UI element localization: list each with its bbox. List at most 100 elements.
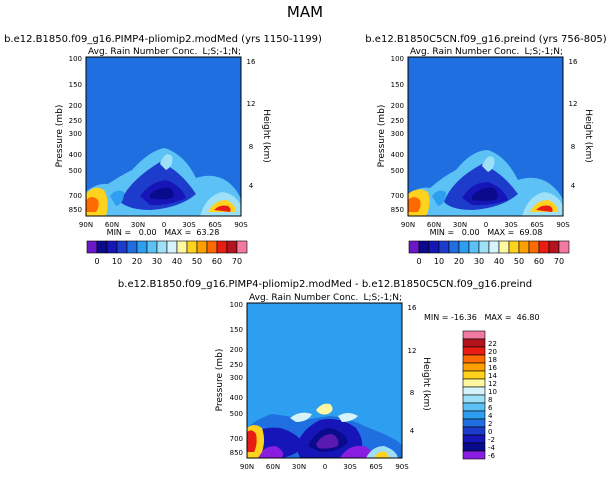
colorbar-swatch (508, 240, 520, 254)
colorbar-swatch (428, 240, 440, 254)
colorbar-swatch (462, 418, 486, 428)
colorbar-swatch (528, 240, 540, 254)
colorbar-swatch (196, 240, 208, 254)
colorbar-swatch (518, 240, 530, 254)
x-tick-label: 0 (162, 221, 166, 229)
y-tick-label: 500 (69, 167, 82, 175)
colorbar-swatch (462, 426, 486, 436)
height-axis-label: Height (km) (261, 109, 271, 163)
colorbar-swatch (468, 240, 480, 254)
x-tick-label: 30N (453, 221, 467, 229)
x-tick-label: 60N (266, 463, 280, 471)
colorbar-swatch (478, 240, 490, 254)
colorbar-label: 50 (514, 257, 524, 266)
x-tick-label: 30S (343, 463, 357, 471)
y-tick-label: 250 (391, 117, 404, 125)
colorbar-swatch (96, 240, 108, 254)
height-axis-label: Height (km) (421, 357, 431, 411)
y-tick-label: 400 (69, 151, 82, 159)
panel-subtitle-right: L;S;-1;N; (202, 47, 241, 57)
colorbar-swatch (462, 450, 486, 460)
panel-subtitle-left: Avg. Rain Number Conc. (410, 47, 519, 57)
y-tick-label: 700 (69, 192, 82, 200)
y-tick-label: 400 (230, 394, 243, 402)
colorbar-label: 0 (488, 428, 492, 436)
y-tick-label: 150 (230, 326, 243, 334)
colorbar-swatch (462, 394, 486, 404)
colorbar-swatch (136, 240, 148, 254)
height-tick-label: 12 (569, 100, 578, 108)
panel-pliomip: b.e12.B1850.f09_g16.PIMP4-pliomip2.modMe… (4, 34, 322, 266)
x-tick-label: 60N (105, 221, 119, 229)
y-tick-label: 100 (69, 55, 82, 63)
colorbar-swatch (462, 338, 486, 348)
panel-difference: b.e12.B1850.f09_g16.PIMP4-pliomip2.modMe… (118, 279, 540, 471)
colorbar-label: 10 (488, 388, 497, 396)
x-tick-label: 90N (401, 221, 415, 229)
colorbar-label: 60 (212, 257, 222, 266)
panel-preind: b.e12.B1850C5CN.f09_g16.preind (yrs 756-… (365, 34, 607, 266)
colorbar-swatch (156, 240, 168, 254)
y-tick-label: 300 (230, 374, 243, 382)
x-tick-label: 60N (427, 221, 441, 229)
colorbar-label: 60 (534, 257, 544, 266)
colorbar-swatch (166, 240, 178, 254)
y-tick-label: 400 (391, 151, 404, 159)
colorbar-label: 16 (488, 364, 497, 372)
colorbar-swatch (488, 240, 500, 254)
x-tick-label: 0 (484, 221, 488, 229)
height-axis-label: Height (km) (583, 109, 593, 163)
x-tick-label: 90N (79, 221, 93, 229)
colorbar-swatch (106, 240, 118, 254)
height-tick-label: 12 (247, 100, 256, 108)
height-tick-label: 8 (571, 143, 575, 151)
contour-field (408, 57, 563, 216)
y-tick-label: 500 (230, 410, 243, 418)
colorbar-swatch (236, 240, 248, 254)
y-tick-label: 850 (69, 206, 82, 214)
colorbar-label: 40 (494, 257, 504, 266)
colorbar-swatch (462, 370, 486, 380)
y-tick-label: 700 (391, 192, 404, 200)
colorbar-swatch (548, 240, 560, 254)
colorbar-label: 14 (488, 372, 497, 380)
colorbar-label: -4 (488, 444, 496, 452)
height-tick-label: 12 (408, 347, 417, 355)
colorbar-swatch (418, 240, 430, 254)
y-tick-label: 300 (391, 130, 404, 138)
colorbar-swatch (438, 240, 450, 254)
contour-field (86, 57, 241, 216)
colorbar-label: 2 (488, 420, 492, 428)
y-tick-label: 100 (230, 301, 243, 309)
colorbar-swatch (86, 240, 98, 254)
colorbar (462, 330, 486, 460)
y-tick-label: 700 (230, 435, 243, 443)
min-max-readout: MIN = 0.00 MAX = 63.28 (107, 228, 220, 237)
colorbar-swatch (462, 378, 486, 388)
colorbar-swatch (462, 442, 486, 452)
colorbar-swatch (462, 434, 486, 444)
colorbar-swatch (186, 240, 198, 254)
y-tick-label: 200 (230, 346, 243, 354)
x-tick-label: 0 (323, 463, 327, 471)
colorbar-swatch (116, 240, 128, 254)
colorbar-label: 0 (416, 257, 421, 266)
panel-title: b.e12.B1850C5CN.f09_g16.preind (yrs 756-… (365, 34, 607, 45)
colorbar-swatch (448, 240, 460, 254)
height-tick-label: 16 (569, 58, 578, 66)
panel-subtitle-right: L;S;-1;N; (363, 293, 402, 303)
colorbar-label: 22 (488, 340, 497, 348)
colorbar-label: 70 (232, 257, 242, 266)
colorbar-swatch (206, 240, 218, 254)
colorbar-swatch (458, 240, 470, 254)
x-tick-label: 60S (530, 221, 544, 229)
colorbar-swatch (216, 240, 228, 254)
colorbar-label: 20 (488, 348, 497, 356)
colorbar-swatch (462, 354, 486, 364)
height-tick-label: 8 (410, 389, 414, 397)
x-tick-label: 30S (504, 221, 518, 229)
colorbar-swatch (462, 386, 486, 396)
colorbar-swatch (462, 362, 486, 372)
colorbar-swatch (538, 240, 550, 254)
